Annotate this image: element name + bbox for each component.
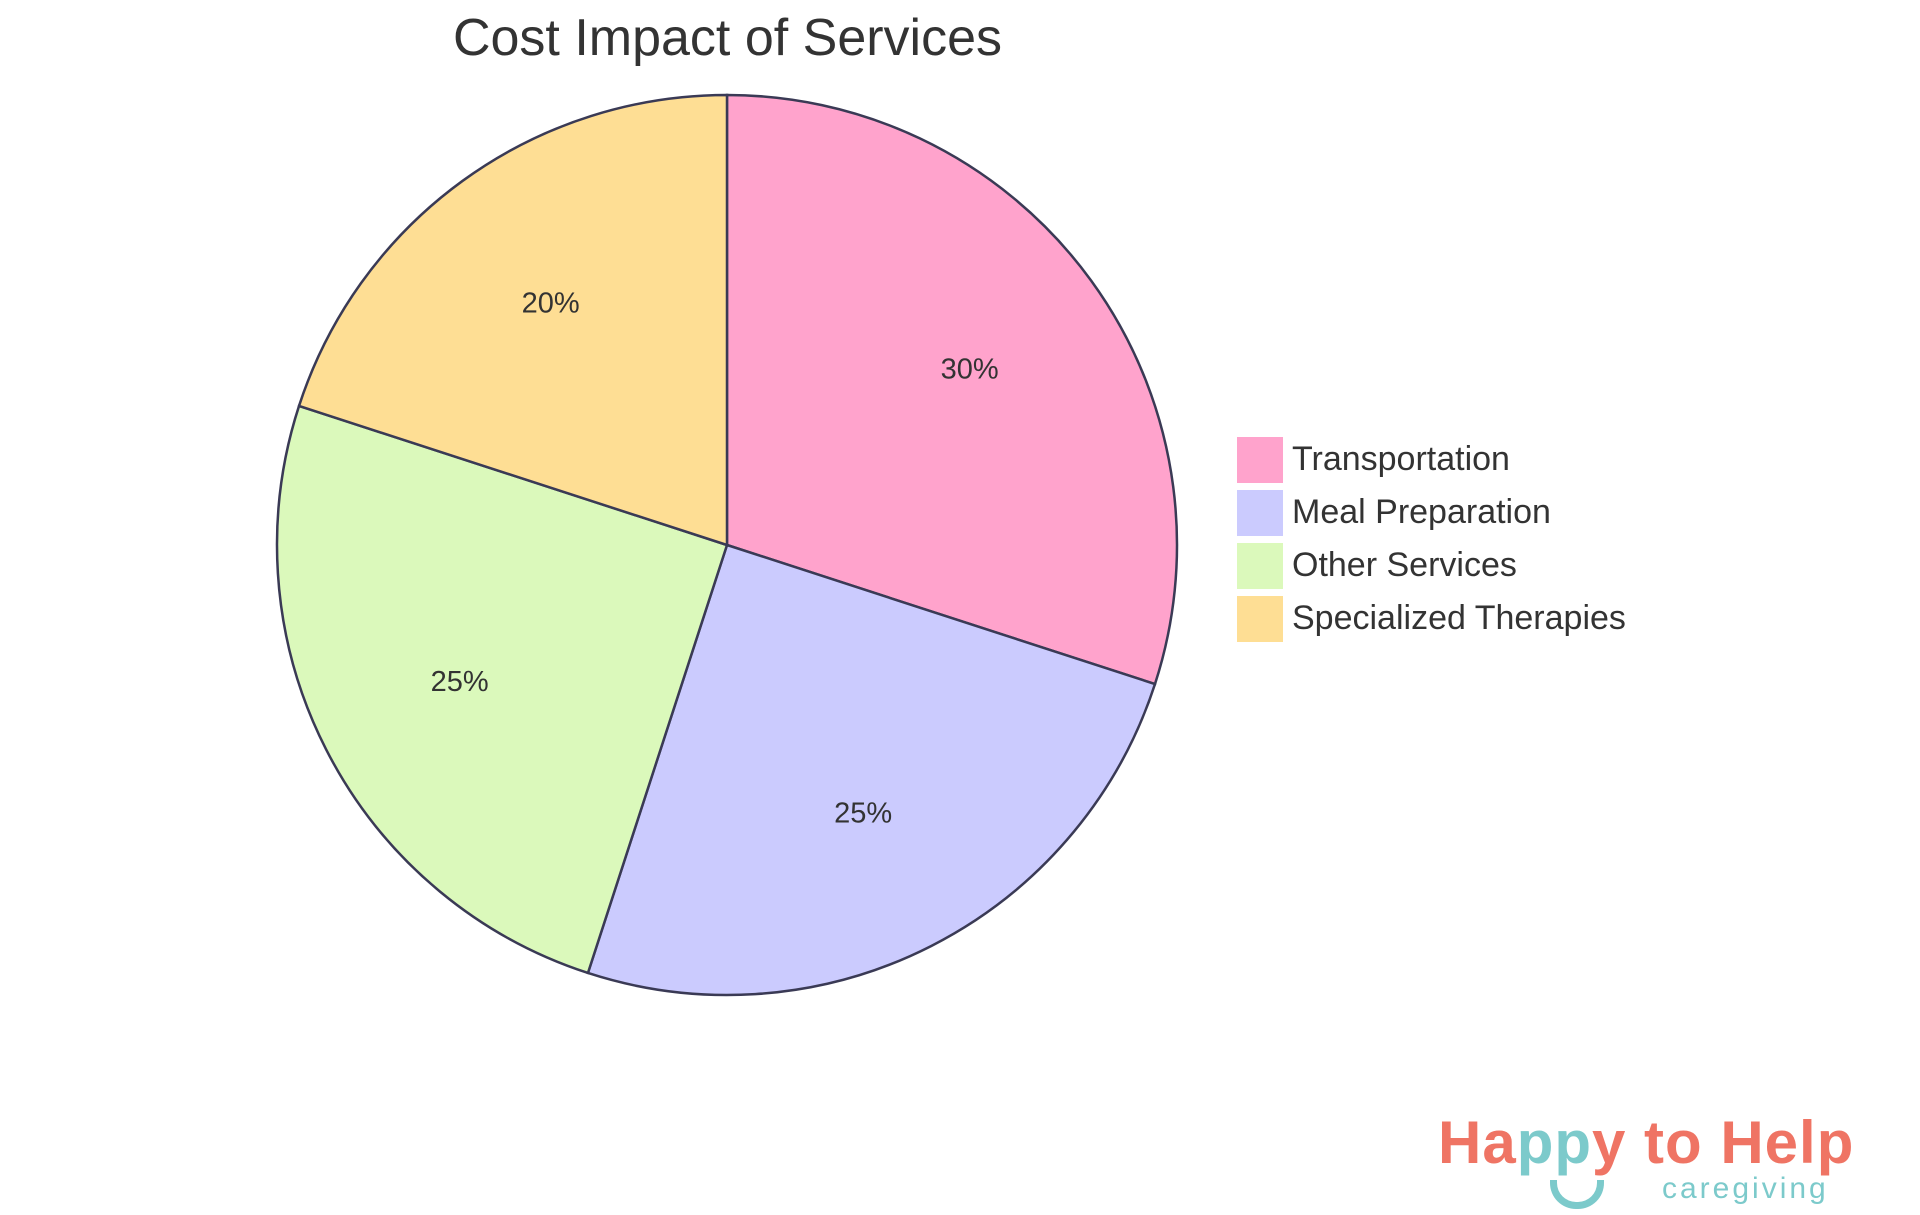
legend-swatch bbox=[1237, 436, 1283, 483]
logo-wordmark: Happy to Help bbox=[1438, 1109, 1855, 1176]
slice-value-label: 25% bbox=[834, 797, 892, 829]
legend: Transportation Meal Preparation Other Se… bbox=[1237, 433, 1626, 645]
legend-item-other-services: Other Services bbox=[1237, 539, 1626, 592]
legend-label: Transportation bbox=[1292, 440, 1510, 478]
legend-item-specialized-therapies: Specialized Therapies bbox=[1237, 592, 1626, 645]
legend-swatch bbox=[1237, 489, 1283, 536]
pie-value-labels: 30% 25% 25% 20% bbox=[431, 287, 999, 829]
chart-title: Cost Impact of Services bbox=[452, 9, 1003, 67]
pie-slices bbox=[275, 93, 1179, 997]
slice-value-label: 20% bbox=[522, 287, 580, 319]
legend-label: Specialized Therapies bbox=[1292, 599, 1626, 637]
pie-slice-meal-preparation bbox=[586, 543, 1157, 997]
legend-item-transportation: Transportation bbox=[1237, 433, 1626, 486]
pie-slice-transportation bbox=[725, 93, 1179, 686]
smile-icon bbox=[1550, 1180, 1604, 1209]
slice-value-label: 30% bbox=[941, 354, 999, 386]
pie-slice-specialized-therapies bbox=[297, 93, 729, 547]
slice-value-label: 25% bbox=[431, 666, 489, 698]
happy-to-help-logo: Happy to Help caregiving bbox=[1430, 1108, 1910, 1209]
legend-swatch bbox=[1237, 595, 1283, 642]
legend-label: Meal Preparation bbox=[1292, 493, 1551, 531]
legend-label: Other Services bbox=[1292, 546, 1517, 584]
pie-slice-other-services bbox=[275, 404, 729, 975]
legend-swatch bbox=[1237, 542, 1283, 589]
legend-item-meal-preparation: Meal Preparation bbox=[1237, 486, 1626, 539]
logo-subtitle: caregiving bbox=[1662, 1172, 1829, 1205]
